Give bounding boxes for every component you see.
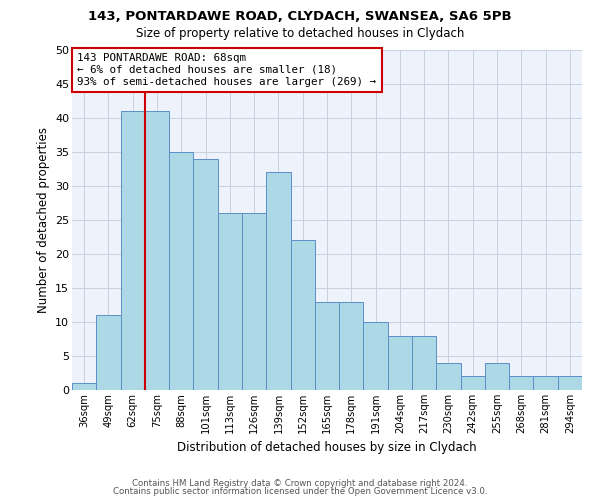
Text: 143, PONTARDAWE ROAD, CLYDACH, SWANSEA, SA6 5PB: 143, PONTARDAWE ROAD, CLYDACH, SWANSEA, … [88,10,512,23]
Text: Contains HM Land Registry data © Crown copyright and database right 2024.: Contains HM Land Registry data © Crown c… [132,478,468,488]
Bar [509,376,533,390]
Bar [461,376,485,390]
Bar [412,336,436,390]
Bar [388,336,412,390]
Bar [364,322,388,390]
Bar [96,315,121,390]
Text: Contains public sector information licensed under the Open Government Licence v3: Contains public sector information licen… [113,487,487,496]
Bar [558,376,582,390]
Bar [436,363,461,390]
X-axis label: Distribution of detached houses by size in Clydach: Distribution of detached houses by size … [177,442,477,454]
Bar [193,159,218,390]
Bar [315,302,339,390]
Bar [121,111,145,390]
Bar [290,240,315,390]
Text: 143 PONTARDAWE ROAD: 68sqm
← 6% of detached houses are smaller (18)
93% of semi-: 143 PONTARDAWE ROAD: 68sqm ← 6% of detac… [77,54,376,86]
Bar [169,152,193,390]
Bar [242,213,266,390]
Bar [266,172,290,390]
Bar [485,363,509,390]
Bar [339,302,364,390]
Bar [145,111,169,390]
Text: Size of property relative to detached houses in Clydach: Size of property relative to detached ho… [136,28,464,40]
Bar [533,376,558,390]
Bar [218,213,242,390]
Y-axis label: Number of detached properties: Number of detached properties [37,127,50,313]
Bar [72,383,96,390]
